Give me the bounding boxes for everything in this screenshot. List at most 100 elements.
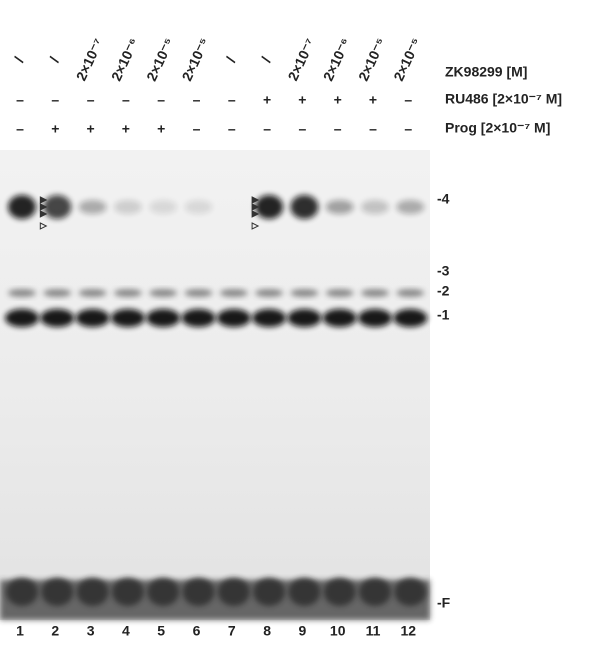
ru486-sign: – bbox=[193, 92, 201, 108]
prog-sign: – bbox=[299, 121, 307, 137]
band-1 bbox=[110, 309, 145, 327]
zk98299-concentration: 2×10⁻⁶ bbox=[108, 36, 142, 84]
arrowhead bbox=[251, 203, 260, 211]
prog-sign: – bbox=[16, 121, 24, 137]
arrowhead bbox=[251, 196, 260, 204]
band-label: -2 bbox=[437, 283, 450, 299]
ru486-sign: – bbox=[157, 92, 165, 108]
lane-number: 8 bbox=[263, 623, 271, 639]
band-1 bbox=[146, 309, 181, 327]
band-2 bbox=[8, 289, 36, 297]
band-label: -1 bbox=[437, 307, 450, 323]
lane-number: 11 bbox=[366, 623, 381, 639]
band-1 bbox=[287, 309, 322, 327]
row-label: Prog [2×10⁻⁷ M] bbox=[445, 120, 550, 136]
band-2 bbox=[78, 289, 107, 297]
arrowhead bbox=[39, 222, 48, 230]
ru486-sign: – bbox=[122, 92, 130, 108]
band-1 bbox=[40, 309, 75, 327]
prog-sign: – bbox=[369, 121, 377, 137]
zk98299-concentration: 2×10⁻⁷ bbox=[73, 36, 106, 83]
band-4 bbox=[396, 200, 425, 214]
band-2 bbox=[255, 289, 284, 297]
band-1 bbox=[75, 309, 110, 327]
band-4 bbox=[361, 200, 389, 214]
row-label: ZK98299 [M] bbox=[445, 64, 527, 80]
band-4 bbox=[113, 200, 142, 214]
band-4 bbox=[78, 200, 107, 214]
zk98299-concentration: / bbox=[223, 54, 239, 64]
prog-sign: – bbox=[263, 121, 271, 137]
lane-number: 7 bbox=[228, 623, 236, 639]
lane-number: 9 bbox=[299, 623, 307, 639]
band-4 bbox=[290, 195, 319, 219]
band-label: -3 bbox=[437, 263, 450, 279]
band-1 bbox=[252, 309, 287, 327]
band-4 bbox=[149, 200, 178, 214]
ru486-sign: – bbox=[51, 92, 59, 108]
band-4 bbox=[8, 195, 36, 219]
band-2 bbox=[113, 289, 142, 297]
arrowhead bbox=[39, 196, 48, 204]
ru486-sign: + bbox=[263, 92, 271, 108]
ru486-sign: – bbox=[228, 92, 236, 108]
lane-number: 3 bbox=[87, 623, 95, 639]
ru486-sign: + bbox=[369, 92, 377, 108]
zk98299-concentration: 2×10⁻⁵ bbox=[143, 35, 177, 83]
band-1 bbox=[322, 309, 357, 327]
ru486-sign: + bbox=[334, 92, 342, 108]
band-2 bbox=[290, 289, 319, 297]
arrowhead bbox=[39, 210, 48, 218]
arrowhead bbox=[251, 222, 260, 230]
zk98299-concentration: 2×10⁻⁵ bbox=[178, 35, 212, 83]
bands bbox=[0, 195, 430, 620]
band-1 bbox=[5, 309, 39, 327]
band-1 bbox=[181, 309, 216, 327]
free-probe-smear bbox=[0, 580, 430, 620]
prog-sign: – bbox=[404, 121, 412, 137]
lane-number: 10 bbox=[330, 623, 346, 639]
zk98299-concentration: 2×10⁻⁷ bbox=[285, 36, 318, 83]
ru486-sign: – bbox=[87, 92, 95, 108]
band-1 bbox=[393, 309, 428, 327]
arrowhead bbox=[39, 203, 48, 211]
lane-number: 1 bbox=[16, 623, 24, 639]
band-4 bbox=[255, 195, 284, 219]
prog-sign: + bbox=[87, 121, 95, 137]
prog-sign: + bbox=[51, 121, 59, 137]
zk98299-concentration: 2×10⁻⁵ bbox=[390, 35, 424, 83]
band-2 bbox=[43, 289, 72, 297]
band-2 bbox=[219, 289, 248, 297]
prog-sign: – bbox=[228, 121, 236, 137]
band-2 bbox=[149, 289, 178, 297]
band-label: -F bbox=[437, 595, 451, 611]
ru486-sign: – bbox=[404, 92, 412, 108]
gel bbox=[0, 150, 430, 620]
band-4 bbox=[43, 195, 72, 219]
band-2 bbox=[184, 289, 213, 297]
ru486-sign: + bbox=[298, 92, 306, 108]
lane-number: 6 bbox=[193, 623, 201, 639]
prog-sign: – bbox=[334, 121, 342, 137]
lane-number: 12 bbox=[401, 623, 417, 639]
zk98299-concentration: 2×10⁻⁵ bbox=[355, 35, 389, 83]
band-1 bbox=[358, 309, 392, 327]
ru486-sign: – bbox=[16, 92, 24, 108]
zk98299-concentration: / bbox=[11, 54, 27, 64]
row-label: RU486 [2×10⁻⁷ M] bbox=[445, 91, 562, 107]
band-2 bbox=[361, 289, 389, 297]
band-2 bbox=[325, 289, 354, 297]
lane-number: 5 bbox=[157, 623, 165, 639]
prog-sign: + bbox=[122, 121, 130, 137]
arrowhead bbox=[251, 210, 260, 218]
band-label: -4 bbox=[437, 191, 450, 207]
band-4 bbox=[184, 200, 213, 214]
zk98299-concentration: / bbox=[46, 54, 62, 64]
band-1 bbox=[216, 309, 251, 327]
band-2 bbox=[396, 289, 425, 297]
zk98299-concentration: / bbox=[258, 54, 274, 64]
prog-sign: – bbox=[193, 121, 201, 137]
zk98299-concentration: 2×10⁻⁶ bbox=[320, 36, 354, 84]
lane-number: 2 bbox=[51, 623, 59, 639]
